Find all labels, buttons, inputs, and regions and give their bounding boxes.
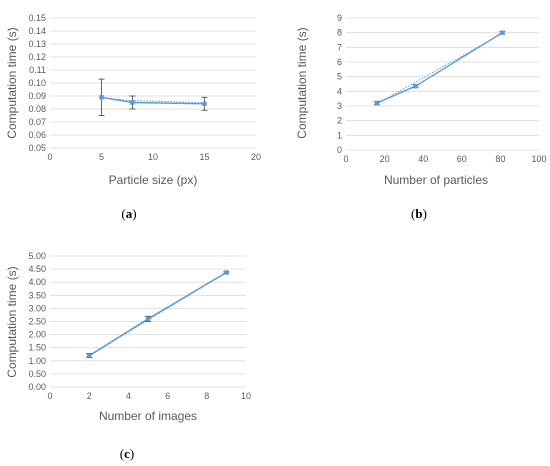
y-tick-label: 0.10 — [28, 78, 46, 88]
chart-b: Number of particles Computation time (s)… — [295, 13, 547, 221]
y-tick-label: 2.50 — [28, 317, 46, 327]
y-tick-label: 4.00 — [28, 277, 46, 287]
chart-b-panel-letter: b — [415, 206, 422, 221]
x-tick-label: 20 — [251, 152, 261, 162]
data-point — [224, 270, 229, 275]
x-tick-label: 4 — [126, 391, 131, 401]
y-tick-label: 7 — [337, 42, 342, 52]
chart-a-panel-letter: a — [126, 206, 133, 221]
y-tick-label: 6 — [337, 57, 342, 67]
data-point — [202, 101, 207, 106]
y-tick-label: 1.00 — [28, 356, 46, 366]
data-point — [99, 95, 104, 100]
x-tick-label: 8 — [204, 391, 209, 401]
y-tick-label: 4.50 — [28, 264, 46, 274]
y-tick-label: 5 — [337, 72, 342, 82]
data-point — [500, 30, 505, 35]
x-tick-label: 80 — [495, 154, 505, 164]
y-tick-label: 1.50 — [28, 343, 46, 353]
series-line — [101, 96, 205, 105]
x-tick-label: 5 — [99, 152, 104, 162]
data-point — [413, 84, 418, 89]
chart-c-panel-letter: c — [124, 446, 130, 461]
y-tick-label: 2 — [337, 116, 342, 126]
chart-c: Number of images Computation time (s) (c… — [5, 251, 251, 461]
y-tick-label: 0 — [337, 145, 342, 155]
y-tick-label: 5.00 — [28, 251, 46, 261]
y-tick-label: 0.11 — [29, 65, 46, 75]
y-tick-label: 0.08 — [28, 104, 46, 114]
chart-a: Particle size (px) Computation time (s) … — [5, 13, 261, 221]
y-tick-label: 3 — [337, 101, 342, 111]
y-tick-label: 2.00 — [28, 330, 46, 340]
y-tick-label: 0.14 — [28, 26, 46, 36]
y-tick-label: 4 — [337, 86, 342, 96]
chart-a-panel-label: (a) — [121, 206, 136, 221]
y-tick-label: 0.09 — [28, 91, 46, 101]
y-tick-label: 0.50 — [28, 369, 46, 379]
x-tick-label: 15 — [199, 152, 209, 162]
data-point — [145, 316, 151, 322]
y-tick-label: 0.12 — [28, 52, 46, 62]
x-tick-label: 10 — [241, 391, 251, 401]
y-tick-label: 0.13 — [28, 39, 46, 49]
x-tick-label: 0 — [343, 154, 348, 164]
x-tick-label: 60 — [457, 154, 467, 164]
x-tick-label: 40 — [418, 154, 428, 164]
chart-c-ylabel: Computation time (s) — [5, 266, 19, 377]
data-point — [87, 353, 92, 358]
x-tick-label: 0 — [47, 391, 52, 401]
chart-a-xlabel: Particle size (px) — [109, 173, 198, 187]
x-tick-label: 10 — [148, 152, 158, 162]
chart-b-ylabel: Computation time (s) — [295, 27, 309, 138]
chart-c-panel-label: (c) — [120, 446, 134, 461]
y-tick-label: 8 — [337, 28, 342, 38]
data-point — [130, 100, 135, 105]
series-line — [376, 32, 503, 104]
y-tick-label: 3.00 — [28, 303, 46, 313]
y-tick-label: 0.05 — [28, 143, 46, 153]
y-tick-label: 0.15 — [28, 13, 46, 23]
chart-c-xlabel: Number of images — [99, 409, 197, 423]
x-tick-label: 100 — [531, 154, 546, 164]
y-tick-label: 3.50 — [28, 290, 46, 300]
x-tick-label: 6 — [165, 391, 170, 401]
y-tick-label: 1 — [337, 130, 342, 140]
chart-b-xlabel: Number of particles — [384, 173, 488, 187]
x-tick-label: 2 — [87, 391, 92, 401]
x-tick-label: 0 — [47, 152, 52, 162]
y-tick-label: 0.00 — [28, 382, 46, 392]
x-tick-label: 20 — [380, 154, 390, 164]
y-tick-label: 9 — [337, 13, 342, 23]
series-line — [88, 271, 227, 357]
y-tick-label: 0.07 — [28, 117, 46, 127]
chart-a-ylabel: Computation time (s) — [5, 27, 19, 138]
y-tick-label: 0.06 — [28, 130, 46, 140]
data-point — [374, 100, 380, 106]
chart-b-panel-label: (b) — [411, 206, 427, 221]
